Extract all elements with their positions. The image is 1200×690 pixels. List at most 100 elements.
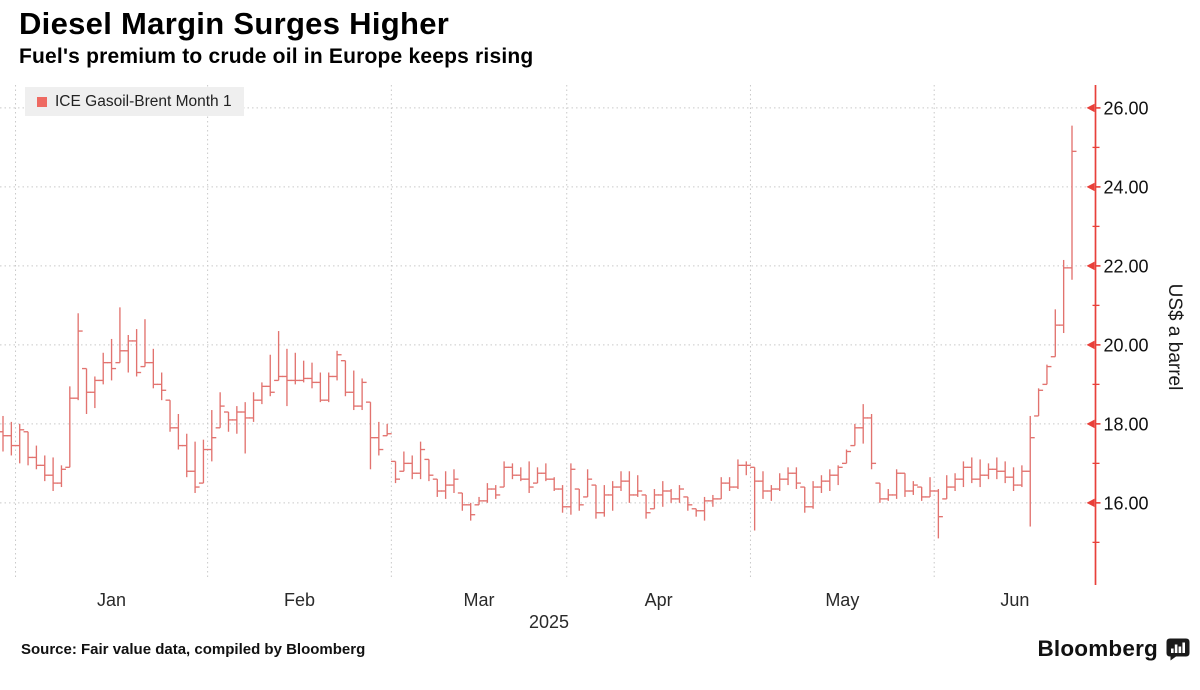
ohlc-bar: [791, 467, 801, 490]
ohlc-bar: [324, 372, 334, 403]
ohlc-bar: [975, 459, 985, 488]
ohlc-bar: [783, 467, 793, 486]
ohlc-bar: [883, 489, 893, 501]
ohlc-bar: [340, 359, 350, 397]
ohlc-bar: [524, 461, 534, 493]
ohlc-bar: [616, 471, 626, 492]
x-month-label: Apr: [645, 590, 673, 610]
ohlc-bar: [0, 415, 8, 452]
ohlc-bar: [274, 331, 284, 382]
ohlc-bar: [157, 372, 167, 401]
ohlc-bar: [466, 502, 476, 521]
ohlc-bar: [716, 477, 726, 500]
y-tick-label: 20.00: [1104, 335, 1149, 355]
ohlc-bar: [1000, 461, 1010, 484]
ohlc-bar: [65, 386, 75, 468]
ohlc-bar: [31, 445, 41, 470]
ohlc-bar: [674, 485, 684, 503]
ohlc-bar: [90, 376, 100, 409]
ohlc-bar: [332, 350, 342, 381]
ohlc-bar: [933, 489, 943, 539]
x-month-label: Feb: [284, 590, 315, 610]
ohlc-bar: [6, 421, 16, 456]
ohlc-bar: [958, 461, 968, 488]
ohlc-bar: [950, 473, 960, 492]
ohlc-bar: [115, 307, 125, 364]
ohlc-bar: [917, 486, 927, 501]
y-tick-label: 26.00: [1104, 98, 1149, 118]
ohlc-bar: [967, 457, 977, 484]
ohlc-bar: [558, 485, 568, 513]
ohlc-bar: [249, 392, 259, 422]
series-legend-label: ICE Gasoil-Brent Month 1: [55, 92, 232, 110]
ohlc-bar: [900, 472, 910, 497]
x-axis-year-label: 2025: [528, 612, 570, 632]
ohlc-bar: [107, 338, 117, 381]
ohlc-bar: [282, 348, 292, 407]
ohlc-bar: [683, 496, 693, 511]
ohlc-bar: [1017, 465, 1027, 488]
y-tick-label: 24.00: [1104, 177, 1149, 197]
ohlc-bar: [825, 469, 835, 492]
ohlc-bar: [741, 461, 751, 476]
chart-legend: ICE Gasoil-Brent Month 1: [25, 87, 244, 116]
ohlc-bar: [766, 485, 776, 501]
ohlc-bar: [223, 411, 233, 432]
ohlc-bar: [516, 467, 526, 482]
series-swatch-icon: [37, 96, 47, 107]
ohlc-bar: [867, 413, 877, 470]
ohlc-bar: [541, 463, 551, 482]
y-major-tick: [1086, 498, 1095, 508]
ohlc-bar: [48, 457, 58, 492]
ohlc-bar: [56, 465, 66, 488]
ohlc-bar: [215, 392, 225, 429]
ohlc-bar: [15, 423, 25, 464]
ohlc-bar: [750, 466, 760, 531]
ohlc-bar: [725, 477, 735, 492]
source-credit: Source: Fair value data, compiled by Blo…: [21, 641, 366, 658]
ohlc-bar: [691, 508, 701, 517]
ohlc-bar: [1067, 125, 1077, 280]
ohlc-bar: [441, 471, 451, 499]
ohlc-bar: [533, 467, 542, 484]
ohlc-bar: [182, 433, 192, 478]
ohlc-bar: [299, 360, 309, 383]
bloomberg-logo: Bloomberg: [1037, 636, 1190, 662]
x-month-label: Mar: [464, 590, 495, 610]
ohlc-bar: [424, 458, 434, 482]
ohlc-bar: [307, 362, 317, 389]
ohlc-bar: [574, 488, 584, 511]
y-axis-title: US$ a barrel: [1164, 283, 1185, 391]
ohlc-bar: [40, 455, 50, 482]
bloomberg-wordmark: Bloomberg: [1037, 636, 1158, 661]
ohlc-bar: [482, 483, 492, 503]
ohlc-bar: [365, 401, 375, 470]
y-major-tick: [1086, 419, 1095, 429]
y-major-tick: [1086, 340, 1095, 350]
ohlc-bar: [892, 469, 902, 499]
ohlc-bar: [800, 486, 810, 513]
ohlc-bar: [1034, 388, 1044, 417]
ohlc-bar: [649, 489, 659, 510]
ohlc-bar: [758, 471, 768, 499]
ohlc-bar: [858, 404, 868, 444]
ohlc-bar: [382, 423, 392, 437]
ohlc-bar: [1042, 364, 1052, 386]
ohlc-bar: [474, 496, 484, 506]
ohlc-bar: [842, 449, 852, 465]
ohlc-bar: [499, 461, 509, 488]
ohlc-bar: [399, 451, 409, 472]
ohlc-bar: [123, 335, 133, 373]
ohlc-bar: [833, 465, 843, 486]
ohlc-bar: [1009, 467, 1019, 492]
ohlc-bar: [315, 372, 325, 403]
ohlc-bar: [925, 477, 935, 498]
y-major-tick: [1086, 103, 1095, 113]
y-major-tick: [1086, 261, 1095, 271]
y-major-tick: [1086, 182, 1095, 192]
ohlc-bar: [207, 410, 217, 462]
ohlc-bar: [457, 492, 467, 511]
ohlc-bar: [449, 469, 459, 493]
ohlc-bar: [549, 477, 559, 492]
ohlc-bar: [850, 423, 860, 447]
